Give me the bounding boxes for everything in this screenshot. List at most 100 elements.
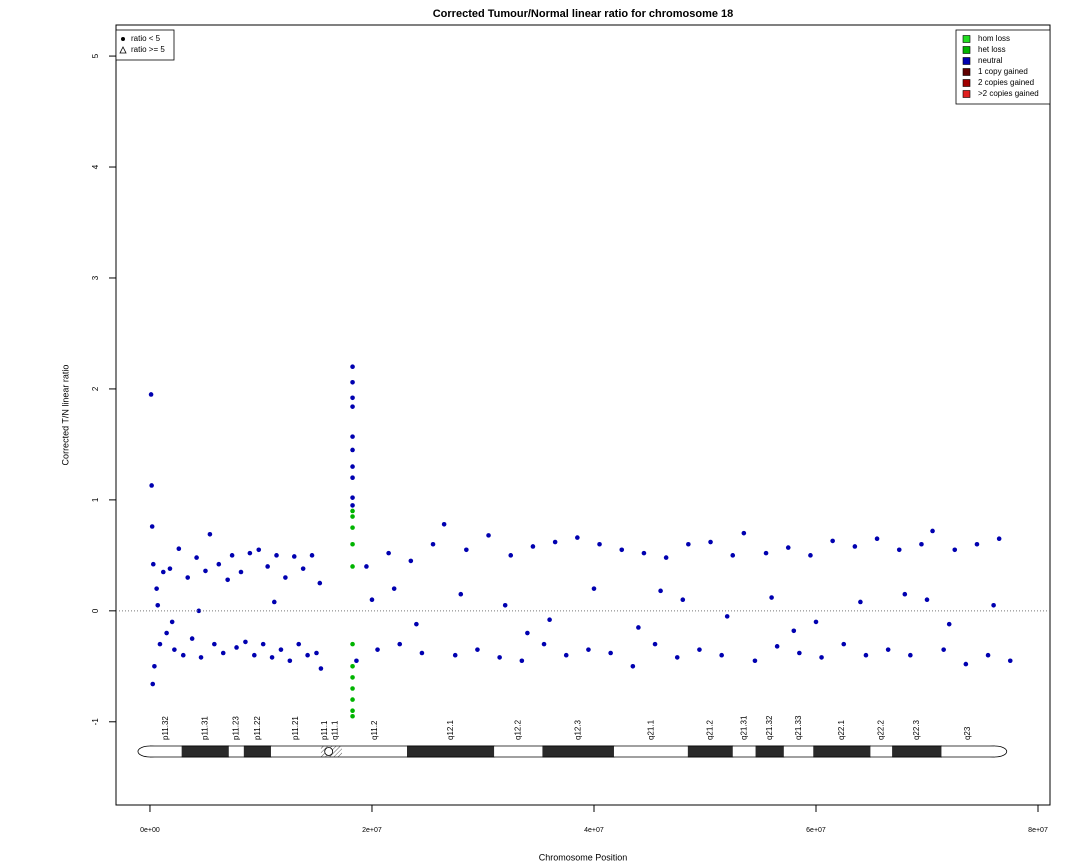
data-point	[752, 658, 758, 664]
data-point	[149, 483, 154, 488]
data-point	[530, 544, 536, 549]
data-point	[441, 521, 447, 527]
data-point	[185, 575, 191, 580]
ideogram-band	[755, 745, 785, 758]
data-point	[885, 647, 891, 652]
data-point	[152, 664, 157, 669]
legend-swatch	[962, 68, 971, 76]
data-point	[203, 568, 208, 574]
data-point	[169, 619, 175, 625]
data-point	[305, 652, 310, 658]
ideogram-band	[941, 746, 995, 757]
data-point	[991, 602, 996, 608]
data-point	[278, 647, 284, 652]
band-label: q22.1	[837, 719, 846, 740]
ideogram-band	[149, 746, 183, 757]
data-point	[194, 555, 199, 560]
band-label: q22.3	[912, 719, 921, 740]
data-point	[150, 561, 156, 567]
data-point	[724, 614, 730, 619]
ideogram-band	[494, 746, 543, 757]
legend-box	[955, 29, 1051, 105]
data-point	[350, 564, 355, 569]
data-point	[486, 533, 491, 538]
data-point	[160, 569, 166, 575]
data-point	[941, 647, 946, 652]
legend-label: het loss	[978, 45, 1006, 54]
data-point	[172, 647, 177, 652]
data-point	[896, 547, 902, 553]
data-point	[291, 554, 297, 559]
data-point	[464, 547, 469, 553]
data-point	[350, 525, 355, 530]
data-point	[386, 550, 391, 556]
data-point	[350, 364, 355, 370]
data-point	[630, 664, 636, 669]
ideogram-band	[870, 746, 893, 757]
x-tick-label: 2e+07	[362, 827, 382, 834]
data-point	[874, 536, 880, 542]
legend-label: ratio >= 5	[131, 45, 165, 54]
ideogram: p11.32 p11.31 p11.23 p11.22 p11.21 p11.1 q11.1…	[137, 715, 1008, 758]
data-point	[525, 630, 530, 636]
band-label: q12.2	[514, 719, 523, 740]
data-point	[902, 591, 908, 597]
legend-box	[115, 29, 175, 61]
band-label: p11.21	[291, 716, 300, 740]
data-point	[234, 645, 239, 650]
data-point	[164, 630, 169, 636]
data-point	[819, 655, 824, 660]
data-point	[150, 681, 156, 687]
band-label: p11.31	[201, 716, 210, 740]
legend-label: hom loss	[978, 34, 1010, 43]
data-point	[350, 503, 355, 508]
ideogram-band	[892, 745, 942, 758]
data-point	[167, 566, 173, 571]
data-point	[350, 508, 355, 514]
data-point	[719, 652, 724, 658]
data-point	[808, 553, 813, 558]
data-point	[497, 655, 502, 660]
data-point	[243, 639, 248, 645]
data-point	[619, 547, 625, 553]
legend-label: 1 copy gained	[978, 67, 1028, 76]
legend-label: ratio < 5	[131, 34, 161, 43]
legend-swatch	[962, 46, 971, 54]
ideogram-band	[407, 745, 495, 758]
data-point	[350, 495, 355, 500]
band-label: q21.1	[646, 719, 655, 740]
data-point	[563, 652, 569, 658]
data-point	[680, 597, 686, 603]
data-point	[350, 379, 355, 385]
data-point	[908, 652, 913, 658]
data-point	[830, 538, 835, 544]
data-point	[996, 536, 1002, 542]
data-point	[502, 602, 508, 608]
data-point	[863, 652, 869, 658]
data-point	[641, 550, 647, 556]
data-point	[419, 650, 425, 656]
data-point	[155, 602, 161, 608]
data-point	[271, 599, 277, 605]
x-tick-label: 4e+07	[584, 827, 604, 834]
data-point	[608, 650, 613, 656]
y-tick-label: 3	[91, 275, 100, 280]
ideogram-band	[243, 745, 272, 758]
band-label: q22.2	[877, 719, 886, 740]
data-point	[154, 586, 159, 591]
chart-title: Corrected Tumour/Normal linear ratio for…	[433, 8, 734, 20]
data-point	[229, 553, 235, 558]
data-point	[774, 644, 780, 649]
ideogram-band	[328, 746, 343, 757]
data-point	[519, 658, 525, 664]
data-point	[212, 641, 217, 647]
data-point	[269, 655, 275, 660]
data-point	[225, 577, 230, 583]
data-point	[350, 686, 355, 691]
data-point	[769, 595, 774, 600]
ideogram-band	[613, 746, 689, 757]
data-point	[216, 561, 222, 567]
legend-symbol	[121, 37, 125, 41]
data-point	[1007, 658, 1013, 664]
data-point	[180, 652, 186, 658]
